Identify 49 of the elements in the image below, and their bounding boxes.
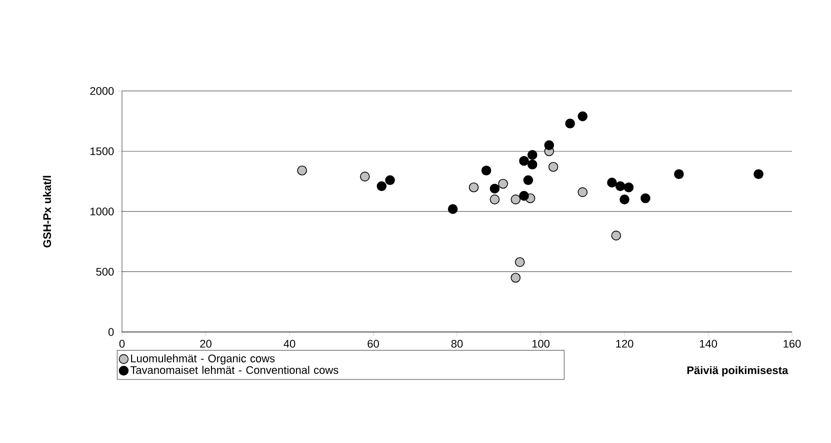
x-axis-title: Päiviä poikimisesta [687, 366, 788, 376]
point [624, 182, 634, 192]
point [519, 190, 529, 201]
point [468, 182, 479, 192]
y-tick-label: 500 [96, 268, 114, 276]
point [578, 187, 588, 198]
y-tick-label: 2000 [90, 87, 114, 95]
x-tick-label: 40 [284, 340, 296, 348]
point [578, 111, 588, 122]
x-tick-label: 80 [451, 340, 463, 348]
point [519, 156, 529, 166]
point [544, 140, 554, 150]
point [360, 172, 370, 182]
x-tick-label: 140 [700, 340, 718, 348]
point [611, 230, 622, 240]
point [640, 193, 650, 204]
point [565, 118, 575, 128]
x-tick-label: 20 [200, 340, 212, 348]
point [527, 160, 538, 170]
point [490, 184, 500, 194]
legend-label: Tavanomaiset lehmät - Conventional cows [130, 366, 338, 374]
point [385, 175, 395, 186]
point [510, 194, 521, 204]
point [607, 178, 617, 188]
point [615, 181, 626, 192]
point [498, 178, 508, 189]
x-tick-label: 0 [119, 340, 125, 348]
point [514, 257, 525, 267]
point [448, 204, 458, 214]
point [674, 169, 684, 180]
point [620, 194, 630, 204]
y-tick-label: 1000 [90, 208, 114, 216]
x-tick-label: 60 [368, 340, 379, 348]
y-tick-label: 1500 [90, 147, 114, 156]
point [376, 181, 387, 192]
legend-label: Luomulehmät - Organic cows [131, 354, 275, 365]
point [523, 175, 534, 186]
point [527, 150, 538, 160]
y-tick-label: 0 [108, 328, 114, 336]
point [297, 166, 307, 176]
x-tick-label: 100 [532, 340, 550, 348]
point [754, 169, 764, 180]
x-tick-label: 120 [616, 340, 634, 348]
point [510, 272, 521, 283]
x-tick-label: 160 [784, 340, 801, 348]
y-axis-title: GSH-Px ukat/l [42, 176, 52, 248]
point [548, 162, 558, 172]
point [481, 166, 492, 176]
point [490, 194, 500, 204]
